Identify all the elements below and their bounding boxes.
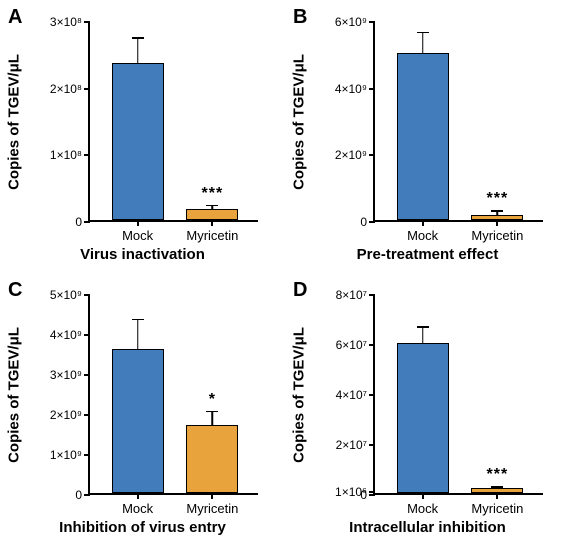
- x-tick-label: Mock: [122, 501, 153, 516]
- significance-label: ***: [487, 466, 509, 484]
- plot-area: 01×10⁶2×10⁷4×10⁷6×10⁷8×10⁷MockMyricetin*…: [373, 295, 543, 495]
- x-tick: [496, 220, 498, 226]
- x-tick-label: Myricetin: [471, 501, 523, 516]
- y-tick: [84, 334, 90, 336]
- y-tick: [84, 414, 90, 416]
- x-tick-label: Mock: [407, 501, 438, 516]
- panel-a: ACopies of TGEV/μLVirus inactivation01×1…: [0, 0, 285, 273]
- x-tick: [496, 493, 498, 499]
- x-tick-label: Myricetin: [471, 228, 523, 243]
- x-axis-label: Inhibition of virus entry: [0, 519, 285, 536]
- y-tick-label: 4×10⁹: [335, 82, 367, 96]
- significance-label: ***: [487, 190, 509, 208]
- significance-label: ***: [202, 185, 224, 203]
- panel-letter: A: [8, 6, 22, 29]
- y-tick: [369, 294, 375, 296]
- y-tick-label: 0: [360, 215, 367, 229]
- y-tick-label: 0: [75, 215, 82, 229]
- y-tick: [84, 154, 90, 156]
- y-tick: [84, 374, 90, 376]
- y-tick-label: 6×10⁷: [336, 338, 367, 352]
- y-tick: [369, 154, 375, 156]
- y-tick-label: 1×10⁸: [50, 148, 82, 162]
- x-tick-label: Mock: [122, 228, 153, 243]
- bar-mock: [112, 63, 164, 220]
- y-tick: [369, 344, 375, 346]
- y-tick-label: 4×10⁷: [336, 388, 367, 402]
- y-tick-label: 4×10⁹: [50, 328, 82, 342]
- plot-area: 01×10⁹2×10⁹3×10⁹4×10⁹5×10⁹MockMyricetin*: [88, 295, 258, 495]
- plot-area: 02×10⁹4×10⁹6×10⁹MockMyricetin***: [373, 22, 543, 222]
- bar-myricetin: [186, 209, 238, 220]
- significance-label: *: [209, 391, 216, 409]
- panel-letter: D: [293, 279, 307, 302]
- x-tick: [211, 493, 213, 499]
- y-axis-label: Copies of TGEV/μL: [291, 54, 308, 190]
- y-tick-label: 2×10⁷: [336, 438, 367, 452]
- x-tick: [422, 493, 424, 499]
- y-tick-label: 2×10⁸: [50, 82, 82, 96]
- panel-d: D Copies of TGEV/μL Intracellular inhibiti…: [285, 273, 570, 545]
- y-tick: [84, 494, 90, 496]
- x-tick: [137, 220, 139, 226]
- y-tick-label: 5×10⁹: [50, 288, 82, 302]
- bar-mock: [397, 343, 449, 493]
- bar-mock: [112, 349, 164, 493]
- y-axis-label: Copies of TGEV/μL: [6, 327, 23, 463]
- y-tick-label: 3×10⁸: [50, 15, 82, 29]
- panel-letter: B: [293, 6, 307, 29]
- y-tick-label: 2×10⁹: [335, 148, 367, 162]
- plot-area: 01×10⁸2×10⁸3×10⁸MockMyricetin***: [88, 22, 258, 222]
- y-tick: [84, 88, 90, 90]
- y-axis-label: Copies of TGEV/μL: [291, 327, 308, 463]
- y-tick: [84, 21, 90, 23]
- y-tick-label: 2×10⁹: [50, 408, 82, 422]
- y-tick: [84, 294, 90, 296]
- y-tick: [369, 88, 375, 90]
- x-axis-label: Pre-treatment effect: [285, 246, 570, 263]
- y-tick: [369, 444, 375, 446]
- x-tick: [137, 493, 139, 499]
- y-tick-label: 6×10⁹: [335, 15, 367, 29]
- bar-mock: [397, 53, 449, 220]
- x-tick-label: Myricetin: [186, 228, 238, 243]
- panel-c: C Copies of TGEV/μL Inhibition of virus en…: [0, 273, 285, 545]
- y-tick-label: 8×10⁷: [336, 288, 367, 302]
- x-tick: [211, 220, 213, 226]
- bar-myricetin: [471, 488, 523, 493]
- y-axis-label: Copies of TGEV/μL: [6, 54, 23, 190]
- figure-grid: ACopies of TGEV/μLVirus inactivation01×1…: [0, 0, 570, 545]
- panel-letter: C: [8, 279, 22, 302]
- y-tick: [84, 221, 90, 223]
- x-tick: [422, 220, 424, 226]
- y-tick-label: 0: [75, 488, 82, 502]
- x-axis-label: Intracellular inhibition: [285, 519, 570, 536]
- x-tick-label: Myricetin: [186, 501, 238, 516]
- y-tick: [369, 394, 375, 396]
- bar-myricetin: [186, 425, 238, 493]
- y-tick-label: 1×10⁹: [50, 448, 82, 462]
- y-tick: [369, 491, 375, 493]
- bar-myricetin: [471, 215, 523, 220]
- y-tick: [369, 494, 375, 496]
- x-axis-label: Virus inactivation: [0, 246, 285, 263]
- y-tick-label: 3×10⁹: [50, 368, 82, 382]
- x-tick-label: Mock: [407, 228, 438, 243]
- y-tick-label: 1×10⁶: [335, 485, 367, 499]
- y-tick: [369, 221, 375, 223]
- panel-b: BCopies of TGEV/μLPre-treatment effect02…: [285, 0, 570, 273]
- y-tick: [369, 21, 375, 23]
- y-tick: [84, 454, 90, 456]
